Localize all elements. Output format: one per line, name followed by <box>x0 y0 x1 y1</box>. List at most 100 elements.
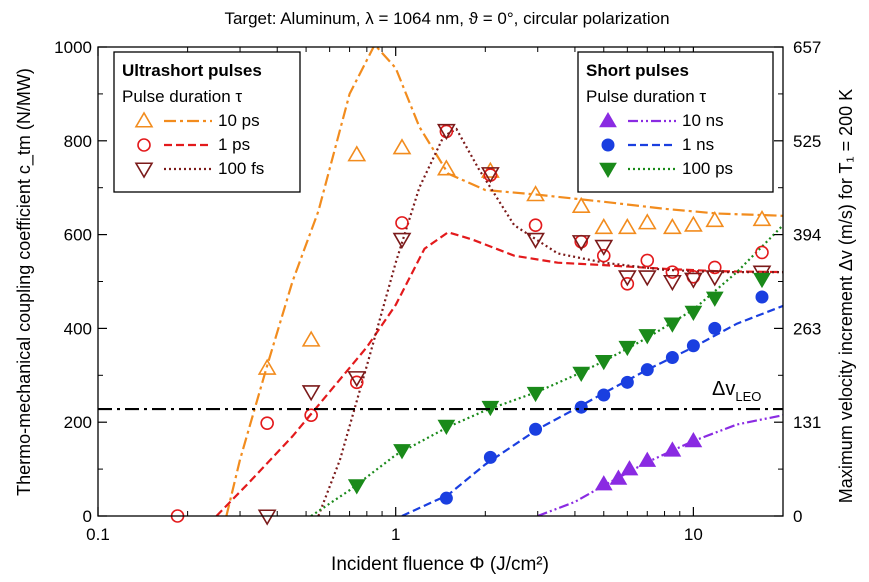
data-point-0-7 <box>571 196 591 214</box>
data-point-0-2 <box>347 145 367 162</box>
y2-tick-label-4: 525 <box>793 132 821 151</box>
data-point-2-11 <box>662 274 682 292</box>
data-point-1-14 <box>707 260 722 275</box>
data-point-0-14 <box>752 210 772 227</box>
data-point-2-4 <box>436 123 456 141</box>
plot-markers <box>170 123 772 526</box>
x-tick-label-2: 10 <box>684 525 703 544</box>
data-point-5-7 <box>618 340 637 357</box>
data-point-2-3 <box>392 232 412 249</box>
data-point-1-7 <box>528 218 543 233</box>
x-axis-label: Incident fluence Φ (J/cm²) <box>331 554 549 575</box>
data-point-1-2 <box>304 408 318 422</box>
legend-ultrashort-title: Ultrashort pulses <box>122 61 262 80</box>
y-tick-label-5: 1000 <box>54 38 92 57</box>
data-point-5-4 <box>526 386 545 403</box>
legend-short-marker-2 <box>599 162 617 178</box>
data-point-4-10 <box>755 290 769 304</box>
reference-line: ΔvLEO <box>98 378 783 411</box>
legend-short-entry-1: 1 ns <box>682 135 714 154</box>
data-point-4-7 <box>665 350 679 364</box>
data-point-5-9 <box>663 317 682 333</box>
legend-ultrashort-marker-0 <box>134 111 154 128</box>
y2-tick-label-5: 657 <box>793 38 821 57</box>
data-point-3-1 <box>609 469 628 485</box>
data-point-1-10 <box>620 277 635 291</box>
y-tick-label-1: 200 <box>64 413 92 432</box>
data-point-4-2 <box>529 422 543 436</box>
data-point-0-8 <box>594 217 614 235</box>
data-point-3-0 <box>594 475 613 491</box>
y2-tick-label-1: 131 <box>793 413 821 432</box>
data-point-1-9 <box>596 248 611 263</box>
data-point-0-6 <box>526 185 545 202</box>
series-line-3 <box>537 414 783 516</box>
y-tick-label-2: 400 <box>64 319 92 338</box>
data-point-2-6 <box>526 232 545 249</box>
data-point-5-11 <box>705 291 724 307</box>
axis-labels: Incident fluence Φ (J/cm²) Thermo-mechani… <box>14 68 856 575</box>
data-point-5-5 <box>572 366 591 382</box>
legend-short-entry-0: 10 ns <box>682 111 724 130</box>
legend-short-subtitle: Pulse duration τ <box>586 87 706 106</box>
data-point-4-9 <box>708 321 722 335</box>
series-line-1 <box>215 231 783 516</box>
x-tick-label-0: 0.1 <box>86 525 110 544</box>
series-line-5 <box>310 224 783 516</box>
legend-ultrashort-marker-1 <box>137 138 151 152</box>
legend-short-title: Short pulses <box>586 61 689 80</box>
y2-tick-label-3: 394 <box>793 226 821 245</box>
data-point-4-3 <box>574 400 588 414</box>
data-point-0-1 <box>301 330 321 347</box>
y2-tick-label-2: 263 <box>793 319 821 338</box>
data-point-4-8 <box>686 339 700 353</box>
data-point-1-11 <box>640 253 655 268</box>
data-point-0-9 <box>617 217 637 235</box>
chart-title: Target: Aluminum, λ = 1064 nm, ϑ = 0°, c… <box>224 9 669 28</box>
legend-ultrashort-entry-0: 10 ps <box>218 111 260 130</box>
legend-ultrashort-entry-1: 1 ps <box>218 135 250 154</box>
x-tick-label-1: 1 <box>391 525 400 544</box>
data-point-2-7 <box>571 235 591 252</box>
data-point-0-4 <box>436 159 456 176</box>
data-point-5-0 <box>347 479 366 495</box>
y2-tick-label-0: 0 <box>793 507 802 526</box>
data-point-2-12 <box>683 272 703 289</box>
data-point-1-4 <box>395 216 409 230</box>
data-point-4-5 <box>620 375 634 389</box>
legend-ultrashort-box <box>113 51 301 193</box>
y-tick-label-3: 600 <box>64 226 92 245</box>
data-point-2-10 <box>637 270 657 287</box>
data-point-2-0 <box>257 509 277 526</box>
data-point-5-2 <box>437 419 456 435</box>
data-point-5-6 <box>594 354 613 371</box>
y-tick-label-0: 0 <box>83 507 92 526</box>
data-point-5-12 <box>753 272 771 289</box>
data-point-2-2 <box>347 371 367 388</box>
y2-axis-label: Maximum velocity increment Δv (m/s) for … <box>836 89 856 503</box>
legend-short-entry-2: 100 ps <box>682 159 733 178</box>
data-point-1-3 <box>349 375 364 390</box>
data-point-0-3 <box>392 138 412 155</box>
data-point-0-11 <box>662 217 682 235</box>
legend-short-marker-1 <box>601 138 615 152</box>
series-line-2 <box>317 127 783 516</box>
reference-line-label: ΔvLEO <box>712 378 761 404</box>
data-point-1-1 <box>260 416 274 430</box>
data-point-2-13 <box>705 270 725 287</box>
legend-short-marker-0 <box>599 112 617 128</box>
data-point-3-5 <box>684 431 703 448</box>
y-tick-label-4: 800 <box>64 132 92 151</box>
data-point-5-10 <box>684 305 703 321</box>
data-point-1-12 <box>665 265 680 279</box>
data-point-3-3 <box>638 451 657 467</box>
y-axis-label: Thermo-mechanical coupling coefficient c… <box>14 68 35 496</box>
legend-ultrashort-subtitle: Pulse duration τ <box>122 87 242 106</box>
data-point-4-4 <box>597 388 611 402</box>
legend-ultrashort-entry-2: 100 fs <box>218 159 264 178</box>
data-point-3-2 <box>620 460 639 476</box>
data-point-2-1 <box>301 385 321 402</box>
data-point-3-4 <box>663 441 682 457</box>
data-point-2-8 <box>594 239 614 256</box>
